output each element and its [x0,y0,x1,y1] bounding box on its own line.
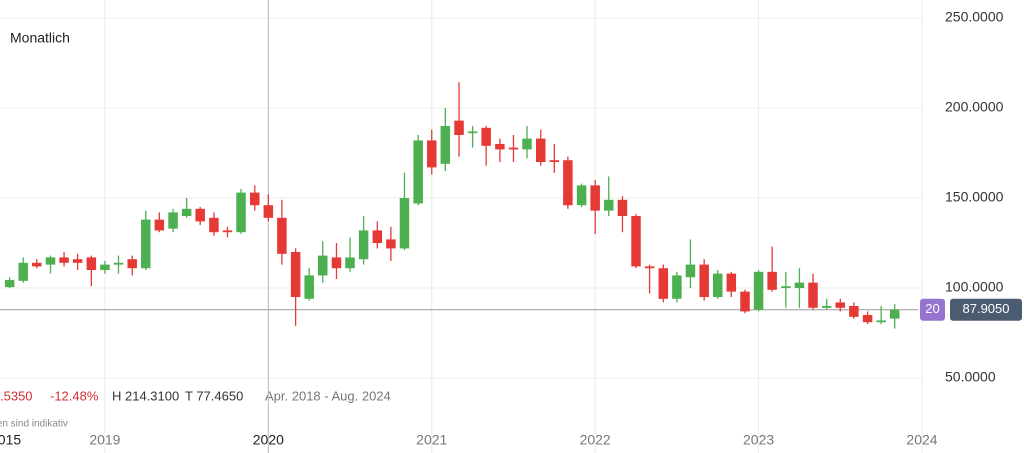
candle-body [113,262,124,265]
candle-body [141,219,151,269]
candle-body [250,192,260,206]
candle-body [794,282,805,289]
candle-body [18,262,28,281]
candle-body [358,230,369,260]
candle-body [699,264,709,298]
candle-body [304,275,314,299]
candle-body [413,140,423,204]
candle-body [467,131,478,134]
candle-body [672,275,682,299]
candle-body [345,257,355,269]
candle-body [781,286,791,289]
candle-body [712,273,723,298]
candle-body [631,216,641,267]
candle-body [603,199,614,211]
candle-body [876,320,886,323]
x-tick-label: 2019 [89,432,120,448]
candle-body [644,266,655,269]
y-tick-label: 200.0000 [945,99,1004,115]
candle-body [331,257,342,269]
candle-body [386,239,396,249]
candle-body [32,262,42,267]
candle-body [753,271,764,310]
candle-body [195,208,205,222]
candle-body [263,205,274,218]
candle-body [127,259,137,269]
candle-body [889,309,900,319]
candle-body [222,230,233,233]
candle-body [576,185,587,206]
candle-body [549,160,560,163]
badge-box [920,298,945,321]
x-edge-label: 2015 [0,432,21,448]
candle-body [45,257,56,265]
candle-body [427,140,437,168]
change: .5350 [0,388,33,403]
badge: 20 [925,301,939,316]
candle-body [399,198,410,249]
candle-body [318,255,328,276]
candle-body [835,302,846,308]
y-tick-label: 100.0000 [945,279,1004,295]
footnote: ten sind indikativ [0,419,68,430]
candle-body [563,160,573,206]
x-tick-label: 2023 [743,432,774,448]
candle-body [168,212,178,229]
y-tick-label: 150.0000 [945,189,1004,205]
candle-body [209,217,219,233]
candle-body [72,259,83,263]
x-tick-label: 2021 [416,432,447,448]
candle-body [100,264,110,271]
candle-body [481,127,491,146]
candle-body [454,120,464,136]
candle-body [277,217,287,254]
y-tick-label: 250.0000 [945,9,1004,25]
candle-body [726,273,737,292]
candle-body [495,144,505,150]
candle-body [808,282,818,308]
candle-body [862,315,873,323]
candle-body [821,306,832,308]
candle-body [617,199,628,217]
candle-body [508,147,519,150]
candle-body [290,252,301,298]
candle-body [4,279,15,288]
range: Apr. 2018 - Aug. 2024 [265,388,391,403]
candle-body [685,264,696,278]
high-stat: H 214.3100 [112,388,179,403]
low-stat: T 77.4650 [185,388,243,403]
candle-body [849,306,859,317]
candle-body [658,268,669,299]
x-tick-label: 2022 [580,432,611,448]
candle-body [236,192,246,233]
candle-body [440,126,451,164]
candle-body [86,257,97,271]
candle-body [372,230,383,244]
candle-body [590,185,600,211]
candle-body [181,208,192,217]
y-tick-label: 50.0000 [945,369,996,385]
candle-body [59,257,69,263]
candle-body [522,138,532,150]
chart-title: Monatlich [10,30,70,46]
last-price-label: 87.9050 [963,301,1010,316]
price-box [950,298,1022,321]
change-pct: -12.48% [50,388,99,403]
candle-body [740,291,750,312]
candle-body [536,138,546,163]
x-tick-label: 2024 [906,432,937,448]
candle-body [154,219,165,231]
candle-body [767,271,777,290]
